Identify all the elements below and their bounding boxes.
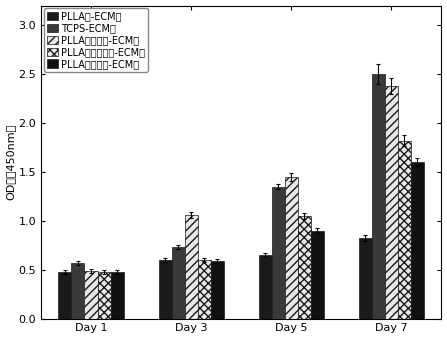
Bar [385, 86, 398, 319]
Legend: PLLA膜-ECM组, TCPS-ECM组, PLLA粗米纤维-ECM组, PLLA正常米纤维-ECM组, PLLA细米纤维-ECM组: PLLA膜-ECM组, TCPS-ECM组, PLLA粗米纤维-ECM组, PL… [44, 8, 148, 72]
Bar [97, 272, 110, 319]
Bar [198, 260, 211, 319]
Bar [185, 215, 198, 319]
Bar [272, 186, 285, 319]
Y-axis label: OD值（450nm）: OD值（450nm） [5, 124, 16, 200]
Bar [398, 141, 411, 319]
Bar [159, 260, 172, 319]
Bar [72, 263, 84, 319]
Bar [311, 231, 324, 319]
Bar [285, 177, 298, 319]
Bar [411, 162, 424, 319]
Bar [298, 216, 311, 319]
Bar [172, 247, 185, 319]
Bar [59, 272, 72, 319]
Bar [259, 255, 272, 319]
Bar [110, 272, 123, 319]
Bar [359, 238, 372, 319]
Bar [372, 74, 385, 319]
Bar [84, 271, 97, 319]
Bar [211, 261, 224, 319]
